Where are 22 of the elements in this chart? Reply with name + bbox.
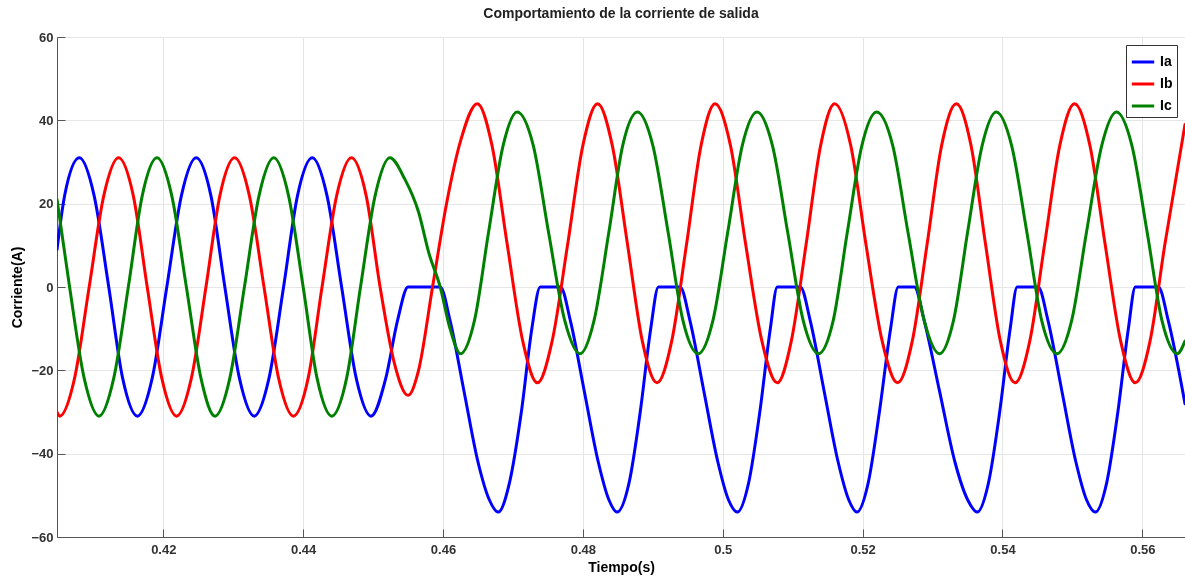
y-tick-label: 60 (39, 29, 54, 45)
y-tick-label: −40 (31, 446, 54, 462)
y-tick-label: 0 (46, 279, 54, 295)
y-tick-label: −60 (31, 529, 54, 545)
x-tick-label: 0.46 (430, 541, 457, 557)
line-series (57, 156, 1185, 514)
y-tick-label: 20 (39, 196, 54, 212)
x-tick-label: 0.48 (570, 541, 597, 557)
x-tick-label: 0.5 (714, 541, 733, 557)
y-tick-label: −20 (31, 362, 54, 378)
x-tick-label: 0.54 (990, 541, 1017, 557)
x-tick-label: 0.52 (850, 541, 876, 557)
y-tick-label: 40 (39, 112, 54, 128)
x-tick-label: 0.42 (151, 541, 177, 557)
legend-label: Ia (1160, 53, 1172, 69)
legend-label: Ib (1160, 75, 1173, 91)
x-tick-label: 0.56 (1130, 541, 1156, 557)
x-axis-title: Tiempo(s) (588, 558, 655, 575)
y-axis-title: Corriente(A) (9, 246, 26, 329)
legend-label: Ic (1160, 97, 1172, 113)
x-tick-label: 0.44 (291, 541, 318, 557)
chart-title: Comportamiento de la corriente de salida (483, 5, 759, 21)
